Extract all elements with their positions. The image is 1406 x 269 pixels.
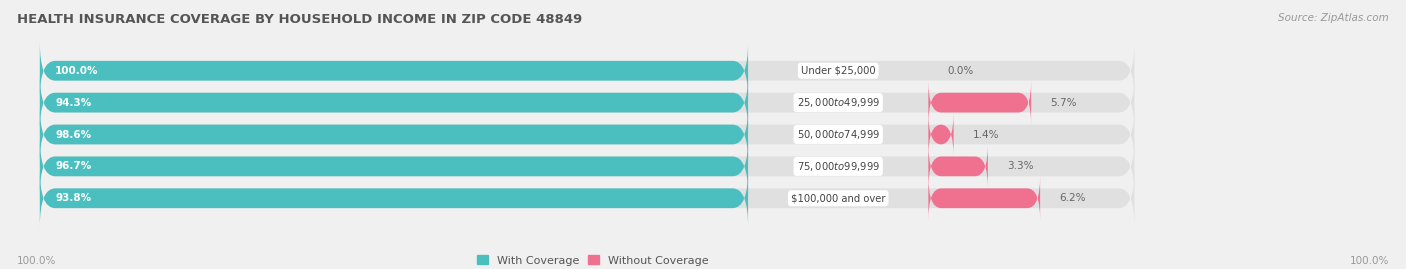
Text: Under $25,000: Under $25,000 [801, 66, 876, 76]
Text: 100.0%: 100.0% [1350, 256, 1389, 266]
Text: $25,000 to $49,999: $25,000 to $49,999 [797, 96, 880, 109]
Text: $50,000 to $74,999: $50,000 to $74,999 [797, 128, 880, 141]
Text: 6.2%: 6.2% [1060, 193, 1085, 203]
Text: 96.7%: 96.7% [55, 161, 91, 171]
FancyBboxPatch shape [39, 106, 1135, 163]
Text: 3.3%: 3.3% [1007, 161, 1033, 171]
FancyBboxPatch shape [39, 42, 748, 99]
FancyBboxPatch shape [39, 138, 748, 195]
FancyBboxPatch shape [928, 81, 1031, 125]
Text: $75,000 to $99,999: $75,000 to $99,999 [797, 160, 880, 173]
FancyBboxPatch shape [928, 144, 988, 188]
Text: $100,000 and over: $100,000 and over [792, 193, 886, 203]
Text: 100.0%: 100.0% [17, 256, 56, 266]
Text: 98.6%: 98.6% [55, 129, 91, 140]
FancyBboxPatch shape [39, 74, 748, 131]
FancyBboxPatch shape [39, 74, 1135, 131]
FancyBboxPatch shape [928, 112, 953, 157]
FancyBboxPatch shape [928, 176, 1040, 220]
FancyBboxPatch shape [39, 138, 1135, 195]
FancyBboxPatch shape [39, 42, 1135, 99]
Text: Source: ZipAtlas.com: Source: ZipAtlas.com [1278, 13, 1389, 23]
Legend: With Coverage, Without Coverage: With Coverage, Without Coverage [472, 251, 713, 269]
Text: 0.0%: 0.0% [948, 66, 974, 76]
Text: 1.4%: 1.4% [973, 129, 1000, 140]
FancyBboxPatch shape [39, 170, 748, 227]
Text: 93.8%: 93.8% [55, 193, 91, 203]
Text: 5.7%: 5.7% [1050, 98, 1077, 108]
FancyBboxPatch shape [39, 170, 1135, 227]
FancyBboxPatch shape [39, 106, 748, 163]
Text: HEALTH INSURANCE COVERAGE BY HOUSEHOLD INCOME IN ZIP CODE 48849: HEALTH INSURANCE COVERAGE BY HOUSEHOLD I… [17, 13, 582, 26]
Text: 100.0%: 100.0% [55, 66, 98, 76]
Text: 94.3%: 94.3% [55, 98, 91, 108]
